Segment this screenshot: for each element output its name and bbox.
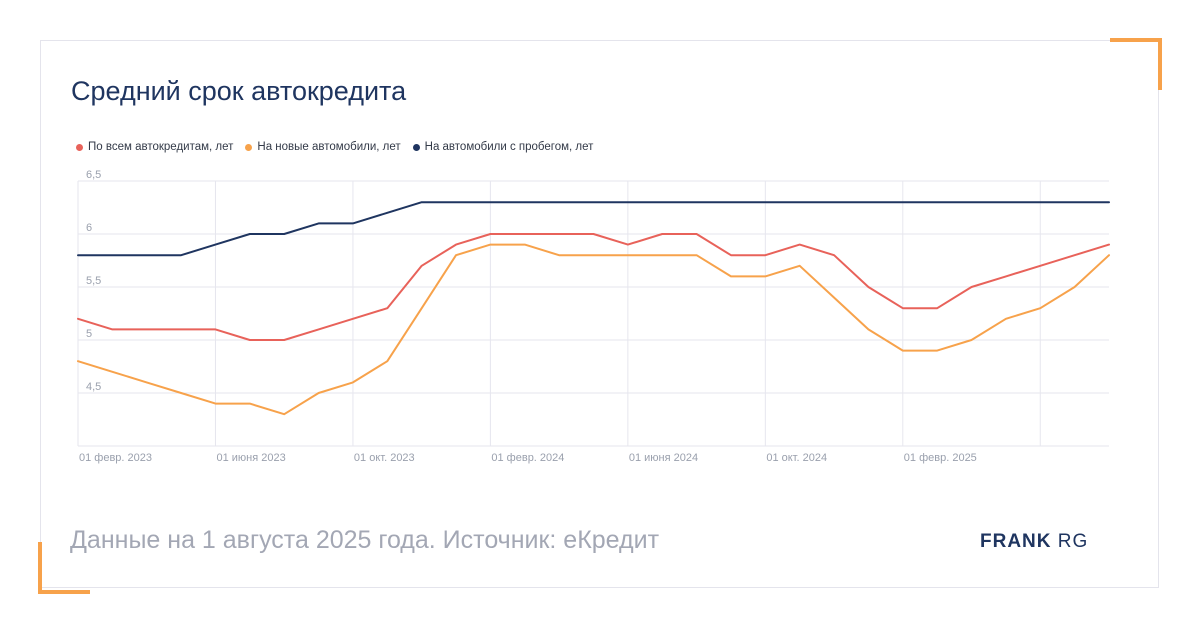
chart-legend: По всем автокредитам, лет На новые автом… — [76, 141, 593, 153]
legend-dot-icon — [412, 143, 420, 151]
legend-label: На новые автомобили, лет — [257, 141, 401, 153]
legend-item-used[interactable]: На автомобили с пробегом, лет — [412, 141, 594, 153]
brand-logo-light: RG — [1057, 531, 1089, 552]
brand-logo-strong: FRANK — [980, 531, 1052, 552]
brand-logo: FRANK RG — [980, 531, 1088, 553]
legend-item-new[interactable]: На новые автомобили, лет — [245, 141, 401, 153]
x-tick-label: 01 июня 2023 — [216, 452, 285, 464]
chart-title: Средний срок автокредита — [71, 76, 407, 106]
series-line-1 — [77, 243, 1110, 416]
legend-dot-icon — [76, 143, 83, 151]
y-tick-label: 4,5 — [86, 381, 101, 393]
corner-accent-top-right — [1110, 38, 1162, 90]
legend-label: По всем автокредитам, лет — [88, 141, 234, 153]
y-tick-label: 5,5 — [86, 275, 101, 287]
legend-label: На автомобили с пробегом, лет — [424, 141, 594, 153]
legend-item-all[interactable]: По всем автокредитам, лет — [76, 141, 233, 153]
x-tick-label: 01 февр. 2025 — [904, 452, 977, 464]
y-tick-label: 6,5 — [86, 169, 101, 181]
source-note: Данные на 1 августа 2025 года. Источник:… — [70, 526, 660, 554]
y-tick-label: 6 — [86, 222, 92, 234]
card-frame — [40, 40, 1159, 588]
series-line-2 — [77, 201, 1110, 257]
corner-accent-bottom-left — [38, 542, 90, 594]
legend-dot-icon — [245, 143, 253, 151]
x-tick-label: 01 окт. 2024 — [766, 452, 827, 464]
x-tick-label: 01 июня 2024 — [629, 452, 698, 464]
series-line-0 — [77, 233, 1110, 341]
x-tick-label: 01 февр. 2024 — [491, 452, 564, 464]
x-tick-label: 01 февр. 2023 — [79, 452, 152, 464]
x-tick-label: 01 окт. 2023 — [354, 452, 415, 464]
y-tick-label: 5 — [86, 328, 92, 340]
